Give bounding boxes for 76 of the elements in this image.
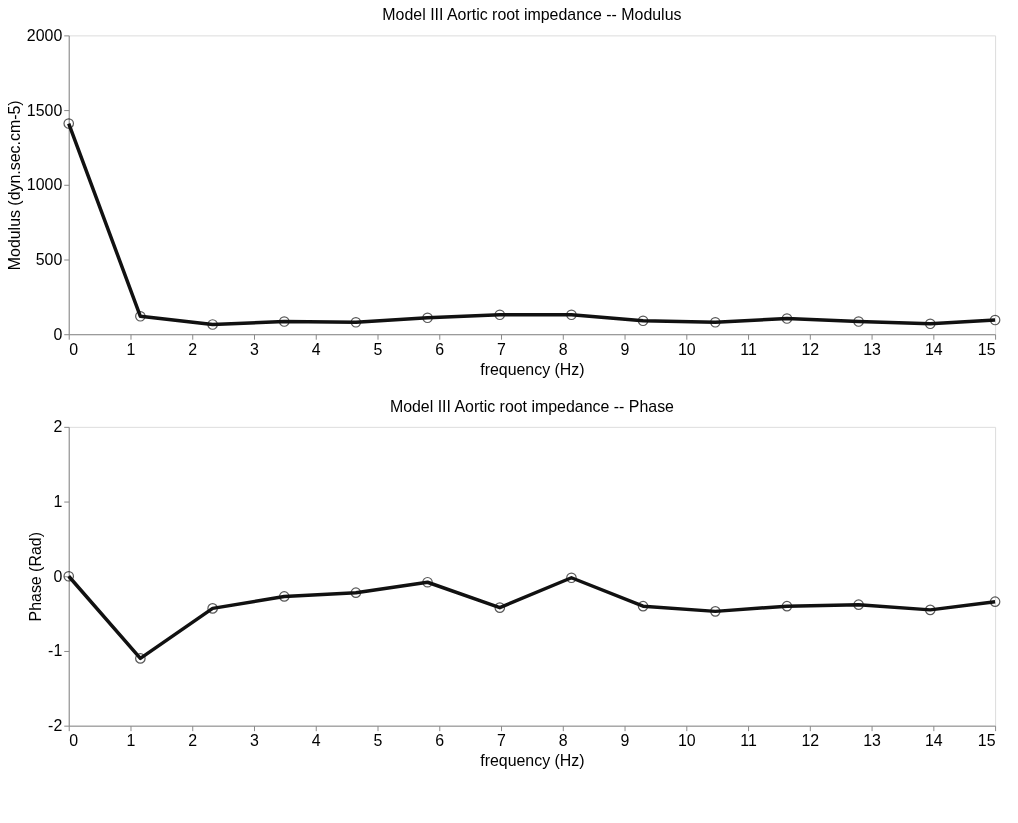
x-tick-label: 10 (677, 340, 696, 358)
y-tick-label: 500 (35, 250, 63, 268)
point (63, 118, 75, 129)
y-tick-label: 0 (53, 567, 63, 585)
y-tick-label: -2 (48, 717, 63, 735)
point (566, 572, 577, 584)
point (350, 316, 362, 328)
chart-title: Model III Aortic root impedance -- Phase (389, 397, 675, 415)
point (781, 313, 793, 324)
x-tick-label: 8 (558, 732, 568, 750)
point (207, 603, 218, 614)
point (637, 600, 649, 612)
x-tick-label: 1 (126, 732, 136, 750)
x-tick-label: 4 (311, 340, 321, 358)
x-tick-label: 11 (740, 732, 757, 750)
x-tick-label: 9 (620, 732, 630, 750)
x-tick-label: 9 (620, 340, 630, 358)
y-tick-label: 2 (53, 418, 63, 436)
x-axis-title: frequency (Hz) (480, 752, 585, 770)
x-tick-label: 12 (801, 732, 820, 750)
point (924, 318, 936, 330)
point (924, 604, 936, 616)
point (207, 319, 218, 330)
x-tick-label: 0 (69, 340, 79, 358)
y-tick-label: 1 (53, 493, 63, 511)
y-tick-label: -1 (48, 642, 63, 660)
x-tick-label: 6 (435, 732, 445, 750)
y-tick-label: 2000 (26, 26, 63, 44)
point (278, 591, 290, 602)
point (989, 596, 1001, 607)
x-tick-label: 2 (188, 340, 198, 358)
x-tick-label: 13 (863, 732, 882, 750)
x-tick-label: 4 (311, 732, 321, 750)
x-tick-label: 6 (435, 340, 445, 358)
y-tick-label: 1000 (26, 176, 63, 194)
x-tick-label: 7 (497, 340, 507, 358)
x-tick-label: 15 (977, 732, 996, 750)
point (853, 599, 864, 610)
x-tick-label: 15 (977, 340, 996, 358)
x-tick-label: 7 (497, 732, 507, 750)
x-tick-label: 10 (677, 732, 696, 750)
x-tick-label: 8 (558, 340, 568, 358)
y-axis-title: Phase (Rad) (27, 532, 45, 622)
x-tick-label: 14 (924, 340, 943, 358)
chart-title: Model III Aortic root impedance -- Modulus (382, 6, 682, 24)
x-tick-label: 3 (250, 732, 260, 750)
y-tick-label: 1500 (26, 101, 63, 119)
point (278, 316, 290, 327)
x-tick-label: 5 (373, 732, 383, 750)
x-tick-label: 5 (373, 340, 383, 358)
point (494, 602, 506, 613)
y-tick-label: 0 (53, 325, 63, 343)
x-tick-label: 12 (801, 340, 820, 358)
x-tick-label: 3 (250, 340, 260, 358)
point (135, 310, 146, 322)
point (494, 309, 506, 321)
x-tick-label: 1 (126, 340, 136, 358)
point (637, 315, 649, 327)
point (422, 576, 433, 588)
point (63, 570, 75, 582)
point (781, 600, 793, 612)
x-tick-label: 2 (188, 732, 198, 750)
x-tick-label: 13 (863, 340, 882, 358)
point (422, 312, 433, 324)
point (989, 314, 1001, 326)
point (135, 653, 146, 664)
x-axis-title: frequency (Hz) (480, 360, 585, 378)
point (853, 316, 864, 327)
x-tick-label: 14 (924, 732, 943, 750)
point (710, 606, 721, 617)
x-tick-label: 0 (69, 732, 79, 750)
point (350, 587, 362, 599)
point (566, 309, 577, 321)
point (710, 316, 721, 328)
x-tick-label: 11 (740, 340, 757, 358)
y-axis-title: Modulus (dyn.sec.cm-5) (5, 100, 23, 271)
